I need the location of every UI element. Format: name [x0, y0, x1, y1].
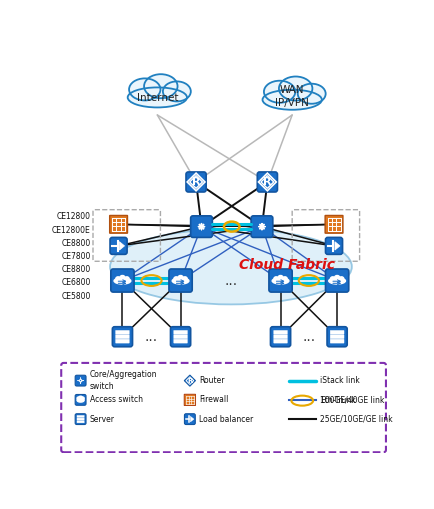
- Text: iStack link: iStack link: [320, 376, 360, 385]
- Ellipse shape: [278, 275, 283, 280]
- FancyBboxPatch shape: [330, 339, 344, 343]
- FancyBboxPatch shape: [77, 421, 84, 423]
- Polygon shape: [184, 375, 195, 386]
- Ellipse shape: [77, 399, 84, 402]
- Ellipse shape: [263, 90, 322, 110]
- FancyBboxPatch shape: [326, 269, 349, 292]
- FancyBboxPatch shape: [273, 330, 287, 334]
- FancyBboxPatch shape: [115, 330, 129, 334]
- FancyBboxPatch shape: [326, 237, 342, 254]
- FancyBboxPatch shape: [169, 269, 192, 292]
- FancyBboxPatch shape: [77, 415, 84, 417]
- Text: Router: Router: [199, 376, 224, 385]
- FancyBboxPatch shape: [77, 418, 84, 420]
- Ellipse shape: [331, 277, 335, 280]
- Ellipse shape: [283, 277, 287, 280]
- Text: 25GE/10GE/GE link: 25GE/10GE/GE link: [320, 415, 393, 423]
- Ellipse shape: [114, 278, 131, 284]
- FancyBboxPatch shape: [257, 172, 277, 192]
- Ellipse shape: [174, 277, 178, 280]
- FancyBboxPatch shape: [251, 216, 273, 237]
- Ellipse shape: [298, 83, 326, 104]
- FancyBboxPatch shape: [273, 335, 287, 338]
- Ellipse shape: [183, 277, 187, 280]
- Text: WAN
IP/VPN: WAN IP/VPN: [275, 86, 309, 108]
- FancyBboxPatch shape: [111, 269, 134, 292]
- Text: Internet: Internet: [137, 93, 178, 103]
- Text: Load balancer: Load balancer: [199, 415, 253, 423]
- FancyBboxPatch shape: [184, 414, 195, 425]
- Polygon shape: [259, 173, 276, 191]
- FancyBboxPatch shape: [61, 363, 386, 452]
- FancyBboxPatch shape: [330, 335, 344, 338]
- FancyBboxPatch shape: [191, 216, 212, 237]
- Ellipse shape: [144, 74, 178, 98]
- Text: ...: ...: [302, 330, 316, 344]
- Text: ...: ...: [145, 330, 158, 344]
- FancyBboxPatch shape: [115, 339, 129, 343]
- Text: Server: Server: [90, 415, 115, 423]
- Text: Eth-Trunk: Eth-Trunk: [320, 396, 356, 405]
- Text: ...: ...: [224, 273, 237, 288]
- Text: CE12800
CE12800E
CE8800
CE7800: CE12800 CE12800E CE8800 CE7800: [52, 212, 91, 261]
- Ellipse shape: [79, 396, 82, 399]
- Text: R: R: [187, 378, 193, 384]
- FancyBboxPatch shape: [269, 269, 292, 292]
- Ellipse shape: [125, 277, 129, 280]
- Polygon shape: [187, 173, 205, 191]
- Text: R: R: [192, 177, 201, 187]
- Polygon shape: [191, 416, 194, 422]
- Ellipse shape: [339, 277, 344, 280]
- Ellipse shape: [116, 277, 120, 280]
- Text: CE8800
CE6800
CE5800: CE8800 CE6800 CE5800: [61, 265, 91, 300]
- FancyBboxPatch shape: [330, 330, 344, 334]
- Polygon shape: [119, 242, 125, 250]
- Ellipse shape: [178, 275, 183, 280]
- Ellipse shape: [129, 78, 161, 100]
- Text: 100GE/40GE link: 100GE/40GE link: [320, 395, 385, 404]
- FancyBboxPatch shape: [273, 339, 287, 343]
- Ellipse shape: [274, 277, 278, 280]
- FancyBboxPatch shape: [174, 335, 187, 338]
- FancyBboxPatch shape: [174, 330, 187, 334]
- FancyBboxPatch shape: [174, 339, 187, 343]
- Ellipse shape: [335, 275, 340, 280]
- Ellipse shape: [163, 81, 191, 101]
- FancyBboxPatch shape: [327, 327, 347, 347]
- FancyBboxPatch shape: [115, 335, 129, 338]
- FancyBboxPatch shape: [186, 172, 206, 192]
- FancyBboxPatch shape: [270, 327, 291, 347]
- Ellipse shape: [272, 278, 289, 284]
- Text: Cloud Fabric: Cloud Fabric: [239, 258, 335, 272]
- Ellipse shape: [264, 81, 295, 103]
- Text: Access switch: Access switch: [90, 395, 143, 404]
- Text: Core/Aggregation
switch: Core/Aggregation switch: [90, 370, 157, 391]
- FancyBboxPatch shape: [75, 394, 86, 405]
- FancyBboxPatch shape: [75, 375, 86, 386]
- Ellipse shape: [329, 278, 345, 284]
- Ellipse shape: [279, 76, 312, 101]
- Ellipse shape: [128, 88, 187, 107]
- FancyBboxPatch shape: [110, 237, 127, 254]
- Ellipse shape: [77, 397, 80, 400]
- Text: R: R: [263, 177, 272, 187]
- FancyBboxPatch shape: [325, 215, 343, 233]
- FancyBboxPatch shape: [184, 394, 196, 406]
- FancyBboxPatch shape: [75, 414, 86, 425]
- Ellipse shape: [110, 229, 352, 304]
- Ellipse shape: [172, 278, 189, 284]
- Polygon shape: [335, 242, 340, 250]
- Ellipse shape: [120, 275, 125, 280]
- FancyBboxPatch shape: [110, 215, 128, 233]
- Ellipse shape: [81, 397, 84, 400]
- FancyBboxPatch shape: [112, 327, 132, 347]
- Text: Firewall: Firewall: [199, 395, 228, 404]
- FancyBboxPatch shape: [171, 327, 191, 347]
